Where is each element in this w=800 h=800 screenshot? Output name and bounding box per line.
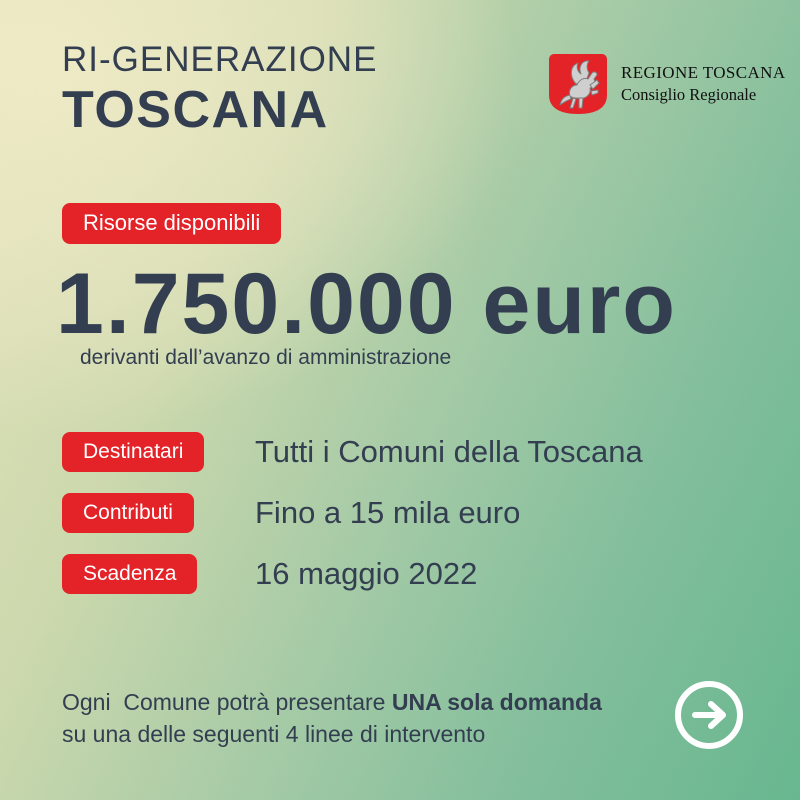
row-value: Fino a 15 mila euro [255,495,521,530]
logo-sub-name: Consiglio Regionale [621,85,757,104]
arrow-right-circle-icon [675,681,743,749]
resources-note: derivanti dall’avanzo di amministrazione [80,346,452,369]
row-label-badge: Destinatari [62,432,205,472]
row-label-badge: Contributi [62,493,194,533]
footer-note: Ogni Comune potrà presentare UNA sola do… [62,686,602,750]
resources-badge: Risorse disponibili [62,203,282,244]
logo-org-name: REGIONE TOSCANA [621,63,786,82]
title-line1: RI-GENERAZIONE [62,40,378,79]
row-contributi: Contributi Fino a 15 mila euro [62,493,752,533]
logo-text: REGIONE TOSCANA Consiglio Regionale [621,63,786,105]
footer-text-bold: UNA sola domanda [391,689,602,715]
footer-line1: Ogni Comune potrà presentare UNA sola do… [62,686,602,718]
row-scadenza: Scadenza 16 maggio 2022 [62,554,752,594]
regione-toscana-logo: REGIONE TOSCANA Consiglio Regionale [546,52,786,116]
row-value: Tutti i Comuni della Toscana [255,434,643,469]
program-title: RI-GENERAZIONE TOSCANA [62,40,377,140]
title-line2: TOSCANA [62,81,329,139]
row-destinatari: Destinatari Tutti i Comuni della Toscana [62,432,752,472]
info-rows: Destinatari Tutti i Comuni della Toscana… [62,432,752,615]
row-value: 16 maggio 2022 [255,556,478,591]
footer-text-regular: Ogni Comune potrà presentare [62,689,392,715]
footer-line2: su una delle seguenti 4 linee di interve… [62,721,486,747]
pegasus-shield-icon [549,54,607,114]
resources-amount: 1.750.000 euro [56,256,677,352]
row-label-badge: Scadenza [62,554,198,594]
next-arrow-button[interactable] [671,677,747,753]
